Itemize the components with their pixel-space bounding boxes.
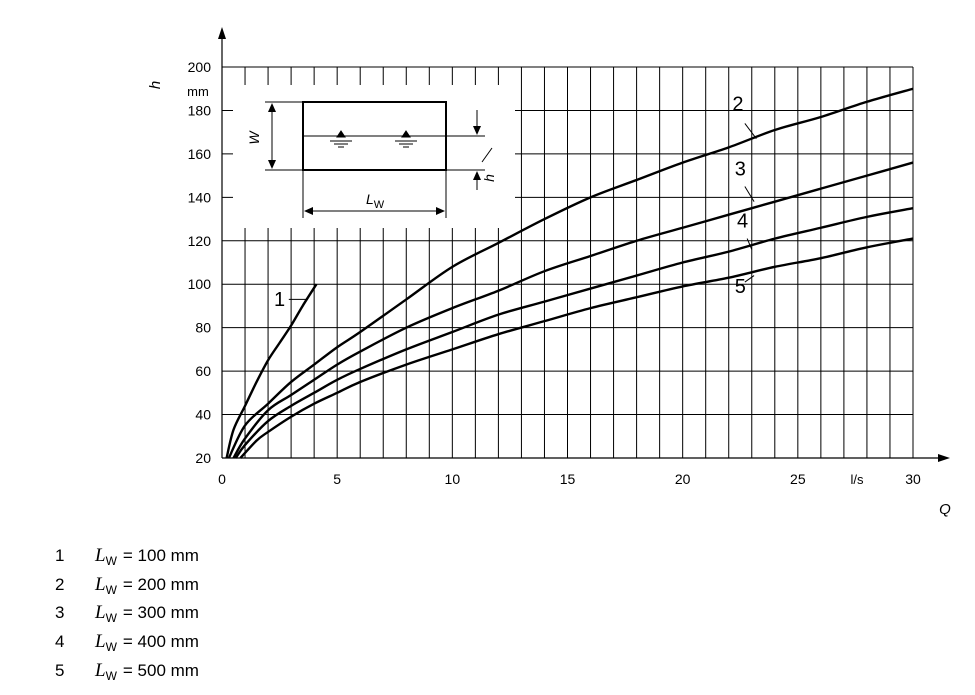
x-tick-label: 30 <box>905 471 921 487</box>
legend-symbol: L <box>95 573 106 595</box>
legend-subscript: W <box>105 611 117 626</box>
x-axis-unit: l/s <box>851 472 865 487</box>
leader-line-4 <box>746 238 753 250</box>
legend-item: 4 L W = 400 mm <box>55 628 199 657</box>
legend-text: = 400 mm <box>122 632 199 652</box>
y-tick-label: 60 <box>195 363 211 379</box>
y-axis-unit: mm <box>187 84 209 99</box>
x-tick-label: 20 <box>675 471 691 487</box>
x-tick-label: 10 <box>445 471 461 487</box>
w-label: W <box>246 130 262 145</box>
w-arrow-top-icon <box>268 103 276 112</box>
curves <box>225 87 914 459</box>
w-arrow-bottom-icon <box>268 160 276 169</box>
legend-symbol: L <box>95 602 106 624</box>
leader-line-2 <box>744 123 757 139</box>
h-label: h <box>481 174 497 182</box>
legend-item: 5 L W = 500 mm <box>55 656 199 685</box>
water-surface-icon <box>330 130 417 148</box>
y-tick-label: 20 <box>195 450 211 466</box>
legend-item: 2 L W = 200 mm <box>55 571 199 600</box>
legend-item: 3 L W = 300 mm <box>55 599 199 628</box>
y-tick-label: 160 <box>188 146 212 162</box>
legend-subscript: W <box>105 668 117 683</box>
legend-symbol: L <box>95 545 106 567</box>
legend-number: 4 <box>55 632 65 652</box>
weir-inset-diagram: W h LW <box>233 85 515 228</box>
curve-2 <box>227 87 914 459</box>
inset-background <box>233 85 515 228</box>
y-tick-label: 140 <box>188 189 212 205</box>
curve-4 <box>234 207 914 459</box>
lw-label: LW <box>366 191 385 211</box>
h-arrow-top-icon <box>473 126 481 135</box>
lw-arrow-left-icon <box>304 207 313 215</box>
y-tick-label: 80 <box>195 320 211 336</box>
legend-item: 1 L W = 100 mm <box>55 542 199 571</box>
legend-symbol: L <box>95 659 106 681</box>
legend-symbol: L <box>95 631 106 653</box>
legend-number: 1 <box>55 546 65 566</box>
h-arrow-bottom-icon <box>473 171 481 180</box>
curve-label-4: 4 <box>737 211 748 233</box>
y-tick-label: 40 <box>195 407 211 423</box>
y-tick-label: 100 <box>188 276 212 292</box>
curve-5 <box>239 237 914 459</box>
legend-text: = 200 mm <box>122 574 199 594</box>
legend-number: 5 <box>55 660 65 680</box>
x-tick-label: 0 <box>218 471 226 487</box>
x-tick-label: 25 <box>790 471 806 487</box>
axes <box>218 27 950 462</box>
legend-number: 3 <box>55 603 65 623</box>
legend-number: 2 <box>55 574 65 594</box>
x-axis-arrow-icon <box>938 454 950 462</box>
y-axis-arrow-icon <box>218 27 226 39</box>
y-axis-title: h <box>147 81 164 89</box>
legend-subscript: W <box>105 640 117 655</box>
legend-text: = 500 mm <box>122 660 199 680</box>
curve-label-1: 1 <box>274 289 285 311</box>
x-axis-title: Q <box>939 501 951 518</box>
curve-1 <box>225 283 318 459</box>
legend-subscript: W <box>105 554 117 569</box>
y-tick-label: 200 <box>188 59 212 75</box>
curve-label-3: 3 <box>735 159 746 181</box>
legend-text: = 300 mm <box>122 603 199 623</box>
x-tick-label: 5 <box>333 471 341 487</box>
h-leader-line <box>481 147 493 163</box>
legend-subscript: W <box>105 582 117 597</box>
curve-label-2: 2 <box>732 93 743 115</box>
legend: 1 L W = 100 mm 2 L W = 200 mm 3 L W = 300 mm 4 L W = 40… <box>55 542 199 685</box>
legend-text: = 100 mm <box>122 546 199 566</box>
curve-3 <box>232 161 914 459</box>
leader-line-3 <box>744 186 755 202</box>
curve-label-5: 5 <box>735 276 746 298</box>
y-tick-label: 120 <box>188 233 212 249</box>
leader-line-5 <box>744 275 755 283</box>
lw-arrow-right-icon <box>436 207 445 215</box>
y-tick-label: 180 <box>188 102 212 118</box>
curve-labels: 1 2 3 4 5 <box>274 93 757 311</box>
x-tick-label: 15 <box>560 471 576 487</box>
